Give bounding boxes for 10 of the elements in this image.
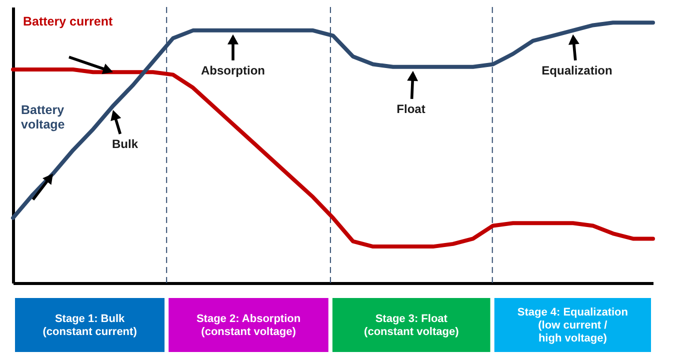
text: Stage 4: Equalization (low current / high voltage) xyxy=(517,306,628,344)
text: Stage 3: Float (constant voltage) xyxy=(364,313,460,338)
text: Stage 1: Bulk (constant current) xyxy=(42,313,138,338)
annotation: Float xyxy=(396,102,426,116)
text: Stage 2: Absorption (constant voltage) xyxy=(196,313,301,338)
annotation: Bulk xyxy=(112,136,138,151)
series-label: Battery voltage xyxy=(21,102,65,132)
text: Battery current xyxy=(23,14,114,28)
annotation: Equalization xyxy=(542,63,612,78)
annotation: Absorption xyxy=(201,63,265,78)
